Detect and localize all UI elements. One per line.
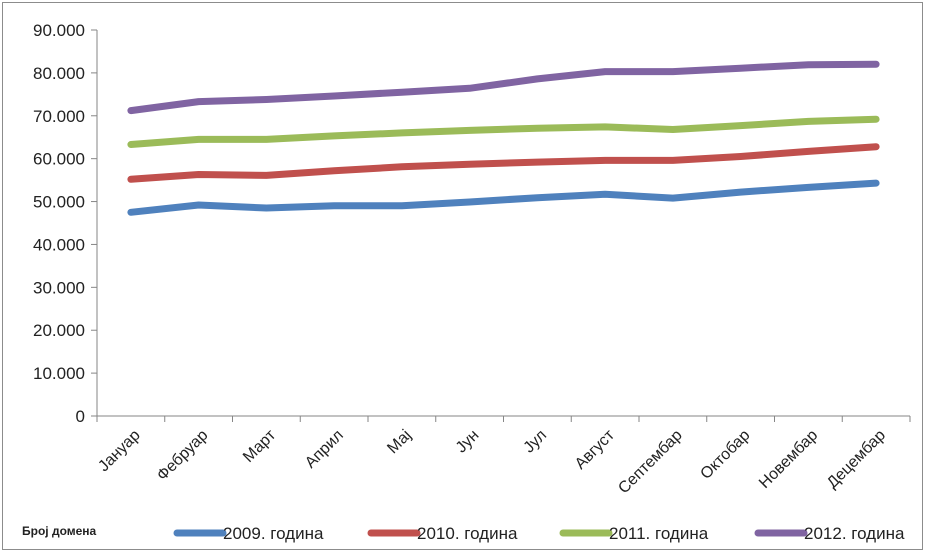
x-tick-label: Новембар <box>756 427 821 492</box>
x-tick-label: Септембар <box>615 427 685 497</box>
x-tick-label: Јануар <box>95 427 143 475</box>
x-tick-labels: Јануар Фебруар Март Април Мај Јун Јул АвгустСеп… <box>95 426 889 497</box>
legend-label-2: 2010. година <box>417 524 518 543</box>
x-tick-label: Јул <box>521 427 551 457</box>
y-tick-label: 80.000 <box>33 64 85 83</box>
series-lines <box>127 60 880 216</box>
y-tick-label: 60.000 <box>33 150 85 169</box>
y-tick-label: 10.000 <box>33 364 85 383</box>
x-tick-label: Април <box>302 427 347 472</box>
x-tick-label: Мај <box>384 427 414 457</box>
y-tick-label: 40.000 <box>33 235 85 254</box>
x-tick-label: Октобар <box>697 427 753 483</box>
legend-label-3: 2011. година <box>609 524 709 543</box>
y-tick-label: 50.000 <box>33 193 85 212</box>
x-tick-label: Фебруар <box>154 427 212 485</box>
series-line-1 <box>127 179 880 216</box>
y-tick-label: 0 <box>76 407 85 426</box>
legend: 2009. година 2010. година 2011. година 2012… <box>173 524 905 543</box>
y-tick-label: 30.000 <box>33 278 85 297</box>
y-tick-label: 70.000 <box>33 107 85 126</box>
y-tick-labels: 0 10.000 20.000 30.000 40.000 50.000 60.000 70.… <box>33 21 85 426</box>
legend-label-4: 2012. година <box>804 524 905 543</box>
y-tick-label: 20.000 <box>33 321 85 340</box>
series-line-3 <box>127 115 880 148</box>
legend-label-1: 2009. година <box>223 524 324 543</box>
x-tick-label: Март <box>240 426 280 466</box>
x-tick-label: Децембар <box>824 427 889 492</box>
series-line-4 <box>127 60 880 115</box>
series-line-2 <box>127 143 880 183</box>
y-axis-label: Број домена <box>22 524 97 538</box>
x-tick-label: Август <box>572 426 619 473</box>
y-tick-label: 90.000 <box>33 21 85 40</box>
x-tick-label: Јун <box>453 427 483 457</box>
axes <box>91 29 911 422</box>
